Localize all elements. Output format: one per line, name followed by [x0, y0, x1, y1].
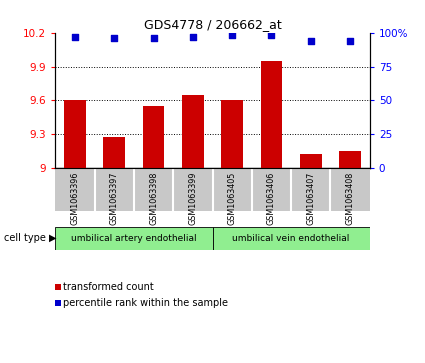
Point	[229, 32, 235, 38]
Text: GSM1063405: GSM1063405	[228, 172, 237, 225]
Text: GSM1063398: GSM1063398	[149, 172, 158, 225]
Bar	[64, 101, 86, 168]
Text: GSM1063399: GSM1063399	[188, 172, 197, 225]
Point	[71, 34, 78, 40]
Point	[150, 35, 157, 41]
Title: GDS4778 / 206662_at: GDS4778 / 206662_at	[144, 19, 281, 32]
Text: percentile rank within the sample: percentile rank within the sample	[63, 298, 228, 308]
Text: umbilical artery endothelial: umbilical artery endothelial	[71, 234, 197, 243]
Text: umbilical vein endothelial: umbilical vein endothelial	[232, 234, 350, 243]
Bar	[300, 154, 322, 168]
Text: GSM1063406: GSM1063406	[267, 172, 276, 225]
Bar	[182, 95, 204, 168]
Bar	[221, 101, 243, 168]
Bar	[55, 227, 212, 250]
Point	[111, 35, 118, 41]
Bar	[261, 61, 282, 168]
Text: GSM1063407: GSM1063407	[306, 172, 315, 225]
Bar	[143, 106, 164, 168]
Text: GSM1063408: GSM1063408	[346, 172, 354, 225]
Text: transformed count: transformed count	[63, 282, 154, 292]
Bar	[339, 151, 361, 168]
Text: GSM1063396: GSM1063396	[71, 172, 79, 225]
Text: cell type ▶: cell type ▶	[4, 233, 57, 244]
Point	[307, 38, 314, 44]
Text: GSM1063397: GSM1063397	[110, 172, 119, 225]
Point	[190, 34, 196, 40]
Point	[268, 32, 275, 38]
Point	[347, 38, 354, 44]
Bar	[103, 136, 125, 168]
Bar	[212, 227, 370, 250]
